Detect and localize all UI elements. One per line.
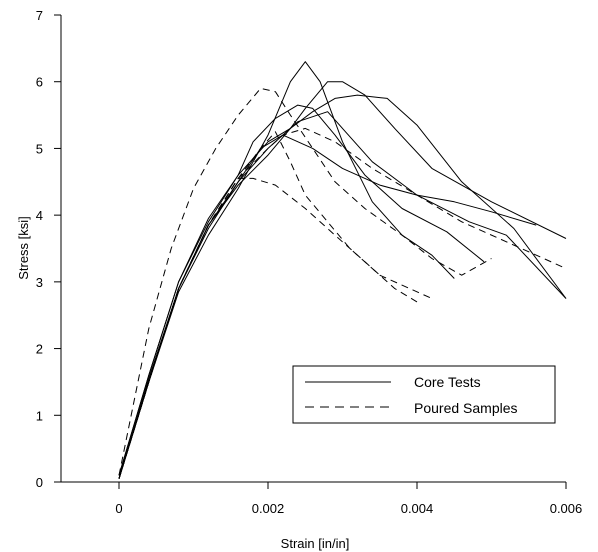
y-tick-label: 0 (36, 475, 43, 490)
y-tick-label: 4 (36, 208, 43, 223)
y-axis-title: Stress [ksi] (16, 216, 31, 280)
series-lines (118, 61, 567, 479)
y-tick-label: 5 (36, 141, 43, 156)
core-test-line-5 (118, 104, 485, 476)
axes (60, 15, 566, 483)
legend: Core Tests Poured Samples (292, 365, 556, 424)
y-tick-label: 6 (36, 75, 43, 90)
core-test-line-3 (118, 61, 455, 479)
x-tick-label: 0.006 (550, 501, 583, 516)
x-tick-label: 0 (115, 501, 122, 516)
poured-sample-line-10 (118, 127, 567, 479)
y-tick-label: 3 (36, 275, 43, 290)
y-ticks: 0 1 2 3 4 5 6 7 (36, 8, 61, 490)
x-tick-label: 0.002 (252, 501, 285, 516)
legend-label-poured-samples: Poured Samples (414, 400, 518, 416)
legend-label-core-tests: Core Tests (414, 374, 481, 390)
poured-sample-line-7 (118, 87, 492, 476)
core-test-line-1 (118, 134, 537, 479)
x-tick-label: 0.004 (401, 501, 434, 516)
y-tick-label: 1 (36, 408, 43, 423)
core-test-line-6 (118, 111, 567, 479)
y-tick-label: 7 (36, 8, 43, 23)
x-axis-title: Strain [in/in] (281, 536, 350, 551)
legend-box (292, 365, 556, 424)
y-tick-label: 2 (36, 342, 43, 357)
x-ticks: 0 0.002 0.004 0.006 (115, 482, 582, 516)
poured-sample-line-9 (118, 131, 433, 479)
